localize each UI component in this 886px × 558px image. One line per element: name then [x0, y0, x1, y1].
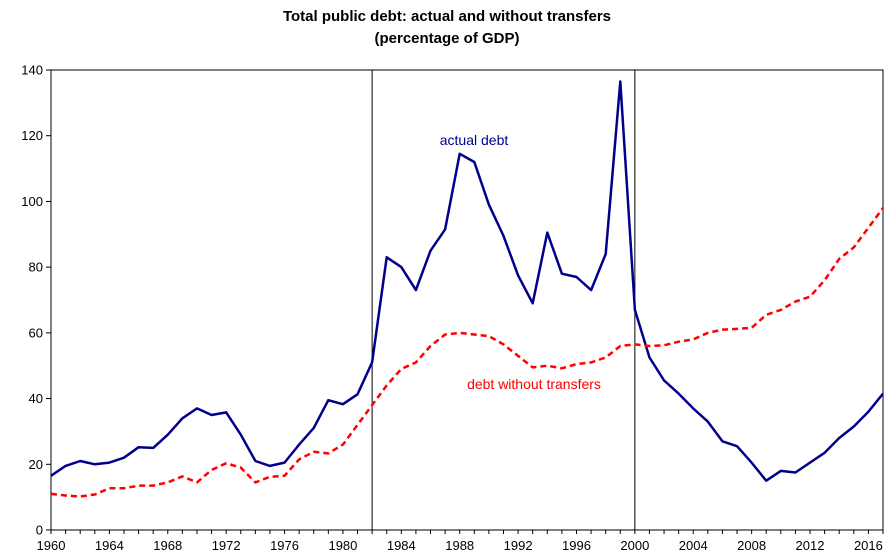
x-tick-label: 1992	[504, 538, 533, 553]
series-line-actual-debt	[50, 80, 884, 482]
x-axis: 1960 1964 1968 1972 1976 1980 1984 1988 1992 1996…	[37, 530, 884, 553]
y-tick-label: 120	[21, 128, 43, 143]
series-line-debt-without-transfers	[50, 207, 885, 498]
y-axis: 0 20 40 60 80 100 120 140	[21, 63, 51, 538]
chart-title: Total public debt: actual and without tr…	[283, 8, 611, 25]
y-tick-label: 80	[29, 260, 43, 275]
x-tick-label: 1976	[270, 538, 299, 553]
x-tick-label: 1972	[212, 538, 241, 553]
x-tick-label: 1984	[387, 538, 416, 553]
x-tick-label: 1996	[562, 538, 591, 553]
x-tick-label: 2000	[620, 538, 649, 553]
y-tick-label: 0	[36, 523, 43, 538]
x-tick-label: 1964	[95, 538, 124, 553]
plot-area	[50, 69, 884, 531]
annotation-actual-debt: actual debt	[440, 132, 509, 148]
y-tick-label: 40	[29, 391, 43, 406]
y-tick-label: 140	[21, 63, 43, 78]
series-layer	[50, 80, 885, 498]
y-tick-label: 100	[21, 194, 43, 209]
x-tick-label: 2012	[796, 538, 825, 553]
x-tick-label: 1960	[37, 538, 66, 553]
x-tick-label: 1968	[153, 538, 182, 553]
annotation-debt-without-transfers: debt without transfers	[467, 376, 601, 392]
y-tick-label: 20	[29, 457, 43, 472]
x-tick-label: 2008	[737, 538, 766, 553]
x-tick-label: 2004	[679, 538, 708, 553]
x-tick-label: 1980	[328, 538, 357, 553]
chart-subtitle: (percentage of GDP)	[374, 30, 519, 47]
x-tick-label: 1988	[445, 538, 474, 553]
x-tick-label: 2016	[854, 538, 883, 553]
y-tick-label: 60	[29, 325, 43, 340]
